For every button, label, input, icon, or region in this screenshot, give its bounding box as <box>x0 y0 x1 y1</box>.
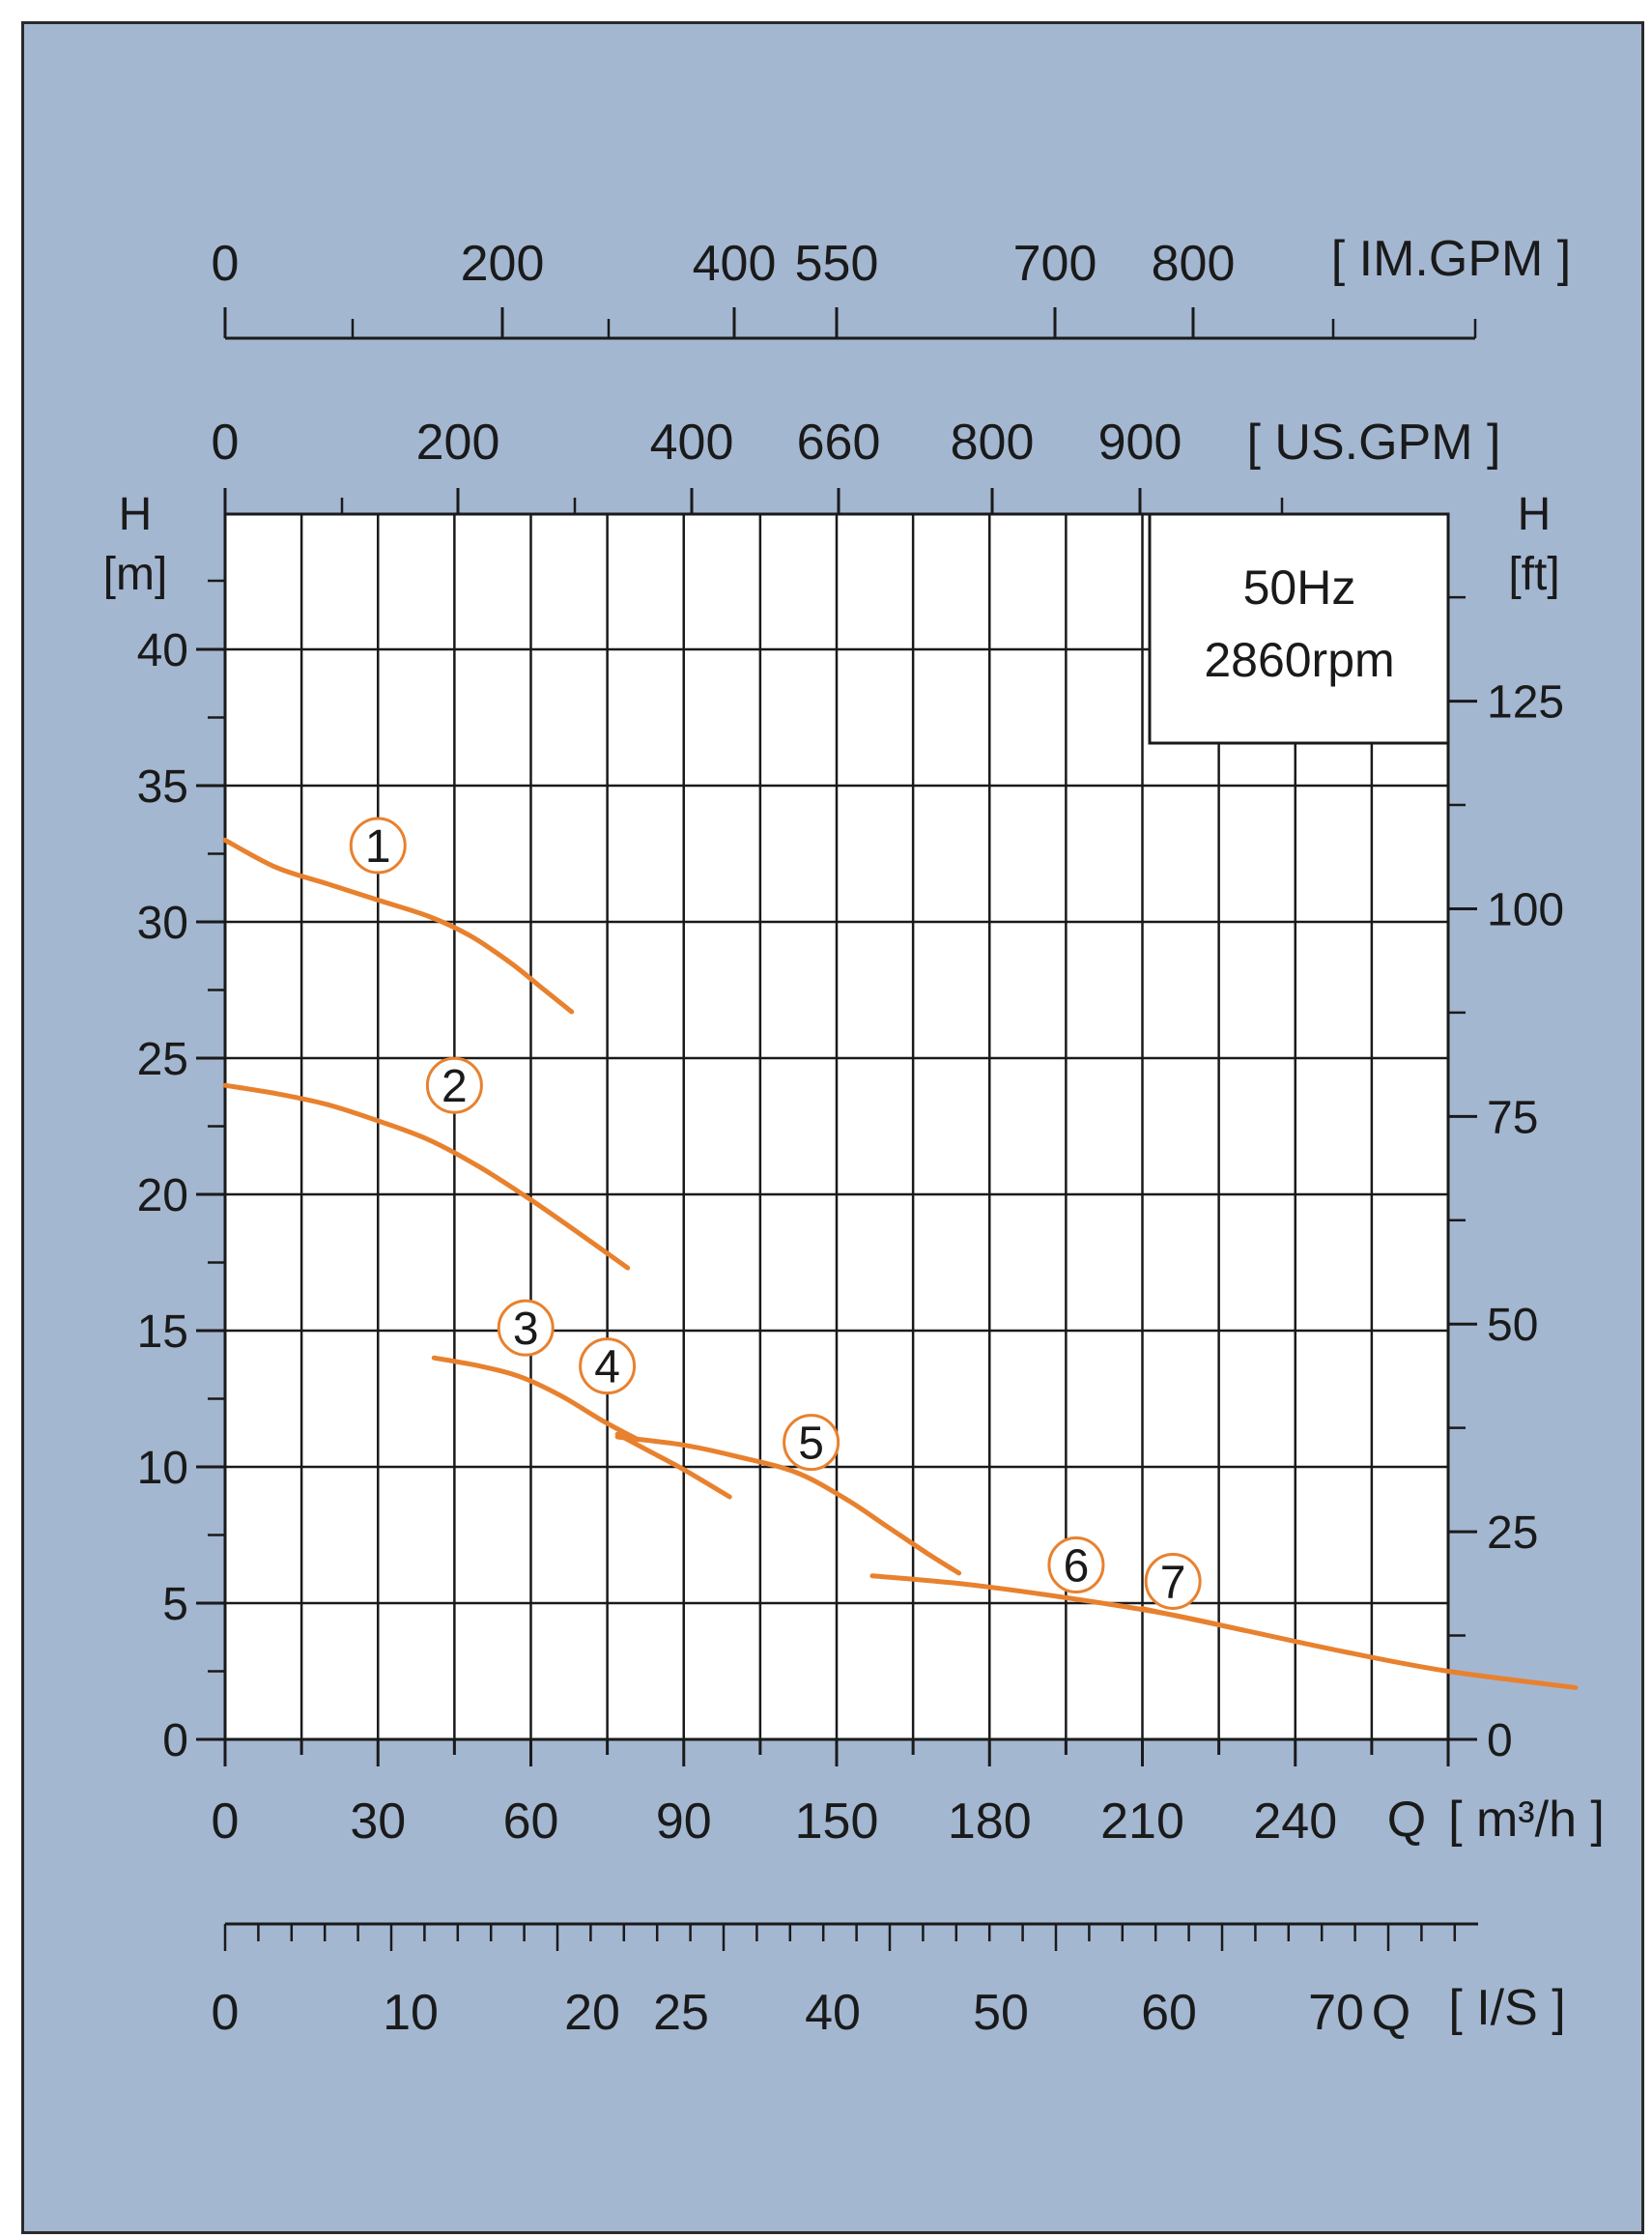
us-gpm-tick-label: 660 <box>797 415 881 471</box>
bottom-axis-tick-label: 30 <box>350 1793 406 1850</box>
left-axis-tick-label: 35 <box>137 761 188 813</box>
im-gpm-tick-label: 800 <box>1152 236 1236 292</box>
curve-label-circle-2 <box>425 1056 483 1114</box>
curve-1 <box>222 837 575 1015</box>
curve-label-3: 3 <box>513 1304 539 1355</box>
left-axis-tick-label: 30 <box>137 898 188 949</box>
im-gpm-tick-label: 700 <box>1013 236 1097 292</box>
curve-3 <box>431 1355 641 1443</box>
curve-label-circle-5 <box>783 1414 840 1472</box>
bottom-axis-tick-label: 240 <box>1253 1793 1337 1850</box>
im-gpm-ticks: 0 200 400 550 700 800 <box>212 236 1477 338</box>
im-gpm-tick-label: 200 <box>461 236 545 292</box>
left-axis-ticks: 0 5 10 15 20 25 30 35 40 <box>137 579 225 1766</box>
ls-axis-unit-label: [ I/S ] <box>1448 1980 1565 2036</box>
bottom-axis-tick-label: 90 <box>656 1793 712 1850</box>
ls-axis-tick-label: 10 <box>383 1985 439 2041</box>
x-axis-unit-label: [ m³/h ] <box>1448 1792 1605 1848</box>
us-gpm-tick-label: 800 <box>951 415 1035 471</box>
left-axis-tick-label: 5 <box>162 1579 188 1630</box>
im-gpm-tick-label: 400 <box>693 236 777 292</box>
left-axis-tick-label: 40 <box>137 625 188 676</box>
left-axis-tick-label: 25 <box>137 1034 188 1085</box>
ls-axis-tick-label: 50 <box>973 1985 1029 2041</box>
ls-axis-tick-label: 70 <box>1308 1985 1364 2041</box>
ls-axis-tick-label: 25 <box>653 1985 709 2041</box>
right-axis-tick-label: 125 <box>1487 677 1564 729</box>
curve-labels: 1 2 3 4 5 6 7 <box>349 817 1202 1610</box>
right-axis-tick-label: 75 <box>1487 1092 1538 1143</box>
left-axis-tick-label: 15 <box>137 1306 188 1358</box>
info-box-frequency: 50Hz <box>1243 560 1356 615</box>
us-gpm-tick-label: 400 <box>650 415 734 471</box>
ls-axis-tick-label: 40 <box>805 1985 861 2041</box>
curve-label-circle-4 <box>579 1337 637 1395</box>
bottom-axis-tick-label: 210 <box>1100 1793 1184 1850</box>
left-axis-tick-label: 0 <box>162 1715 188 1766</box>
curve-2 <box>222 1082 631 1271</box>
im-gpm-unit-label: [ IM.GPM ] <box>1331 231 1571 287</box>
ls-axis-ticks: 0 10 20 25 40 50 60 70 <box>212 1924 1457 2041</box>
grid-lines <box>225 514 1448 1739</box>
ls-axis-tick-label: 20 <box>564 1985 620 2041</box>
curve-label-5: 5 <box>798 1419 824 1470</box>
curve-label-2: 2 <box>441 1061 468 1112</box>
curve-label-1: 1 <box>365 821 391 873</box>
performance-curves <box>222 837 1579 1690</box>
bottom-axis-tick-label: 150 <box>795 1793 879 1850</box>
info-box-speed: 2860rpm <box>1204 633 1394 687</box>
right-axis-tick-label: 0 <box>1487 1715 1513 1766</box>
left-axis-label-unit: [m] <box>103 549 168 600</box>
curve-label-circle-3 <box>497 1299 555 1357</box>
ls-axis-unit-prefix: Q <box>1372 1985 1410 2041</box>
us-gpm-ticks: 0 200 400 660 800 900 <box>212 415 1284 514</box>
curve-label-7: 7 <box>1160 1557 1186 1608</box>
left-axis-tick-label: 20 <box>137 1170 188 1221</box>
info-box <box>1148 512 1450 745</box>
curve-label-circle-6 <box>1047 1536 1105 1594</box>
left-axis-tick-label: 10 <box>137 1443 188 1494</box>
curve-label-6: 6 <box>1064 1541 1090 1592</box>
right-axis-ticks: 0 25 50 75 100 125 <box>1448 595 1564 1766</box>
curve-7 <box>1140 1606 1579 1690</box>
right-axis-label-unit: [ft] <box>1508 549 1559 600</box>
curve-label-circle-7 <box>1144 1552 1202 1610</box>
ls-axis-tick-label: 0 <box>212 1985 240 2041</box>
us-gpm-unit-label: [ US.GPM ] <box>1247 415 1501 471</box>
bottom-axis-tick-label: 180 <box>948 1793 1032 1850</box>
curve-label-4: 4 <box>594 1342 620 1393</box>
right-axis-tick-label: 100 <box>1487 884 1564 935</box>
us-gpm-tick-label: 900 <box>1098 415 1182 471</box>
curve-5 <box>614 1434 962 1576</box>
im-gpm-tick-label: 0 <box>212 236 240 292</box>
curve-4 <box>614 1431 732 1500</box>
us-gpm-tick-label: 200 <box>416 415 500 471</box>
us-gpm-tick-label: 0 <box>212 415 240 471</box>
im-gpm-tick-label: 550 <box>795 236 879 292</box>
right-axis-label-symbol: H <box>1518 489 1552 540</box>
bottom-axis-ticks: 0 30 60 90 150 180 210 240 <box>212 1739 1450 1850</box>
left-axis-label-symbol: H <box>119 489 153 540</box>
ls-axis-tick-label: 60 <box>1141 1985 1197 2041</box>
bottom-axis-tick-label: 0 <box>212 1793 240 1850</box>
right-axis-tick-label: 50 <box>1487 1300 1538 1351</box>
right-axis-tick-label: 25 <box>1487 1507 1538 1559</box>
curve-label-circle-1 <box>349 817 407 875</box>
x-axis-unit-prefix: Q <box>1387 1792 1426 1848</box>
bottom-axis-tick-label: 60 <box>503 1793 559 1850</box>
